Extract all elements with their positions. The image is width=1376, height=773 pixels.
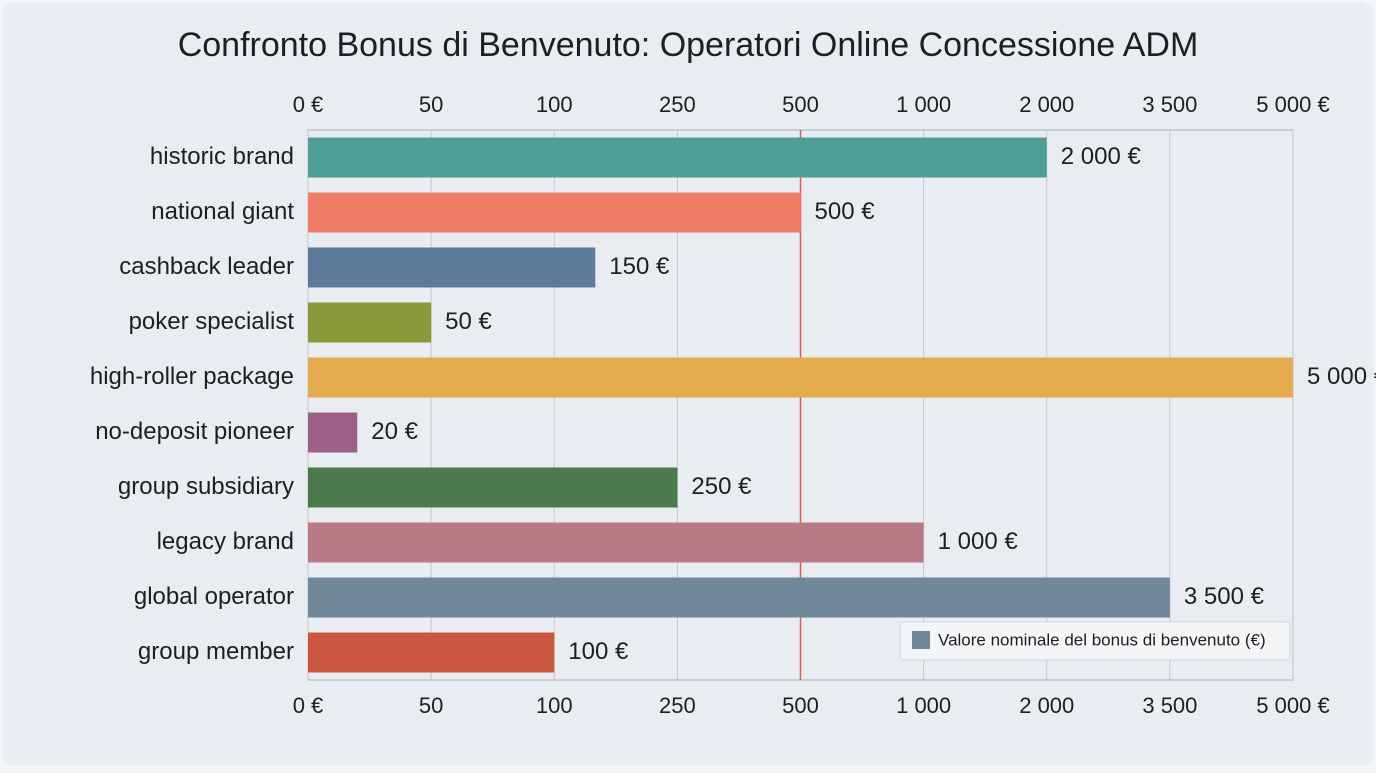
x-tick-label-bottom: 1 000 (896, 693, 951, 718)
x-tick-label-top: 3 500 (1142, 92, 1197, 117)
y-tick-label: group subsidiary (118, 473, 294, 500)
y-tick-label: cashback leader (119, 253, 294, 280)
x-tick-label-bottom: 3 500 (1142, 693, 1197, 718)
x-tick-label-top: 0 € (293, 92, 324, 117)
value-label: 1 000 € (938, 528, 1019, 555)
bar (308, 467, 678, 508)
y-tick-label: high-roller package (90, 363, 294, 390)
legend-label: Valore nominale del bonus di benvenuto (… (938, 630, 1266, 649)
y-tick-label: group member (138, 638, 294, 665)
x-tick-label-top: 500 (782, 92, 819, 117)
value-label: 3 500 € (1184, 583, 1265, 610)
y-tick-label: global operator (134, 583, 294, 610)
value-label: 150 € (609, 253, 670, 280)
bar (308, 412, 358, 453)
legend-swatch (912, 631, 930, 649)
x-tick-label-bottom: 50 (419, 693, 443, 718)
x-tick-label-top: 100 (536, 92, 573, 117)
y-tick-label: historic brand (150, 143, 294, 170)
value-label: 100 € (568, 638, 629, 665)
y-tick-label: legacy brand (157, 528, 294, 555)
bar (308, 632, 555, 673)
x-tick-label-bottom: 250 (659, 693, 696, 718)
x-tick-label-bottom: 100 (536, 693, 573, 718)
x-tick-label-top: 5 000 € (1256, 92, 1329, 117)
value-label: 2 000 € (1061, 143, 1142, 170)
x-tick-label-bottom: 0 € (293, 693, 324, 718)
value-label: 20 € (371, 418, 418, 445)
x-tick-label-top: 50 (419, 92, 443, 117)
bar (308, 577, 1170, 618)
y-tick-label: national giant (151, 198, 294, 225)
x-tick-label-bottom: 500 (782, 693, 819, 718)
x-tick-label-top: 250 (659, 92, 696, 117)
x-tick-label-bottom: 2 000 (1019, 693, 1074, 718)
bar (308, 522, 924, 563)
value-label: 500 € (815, 198, 876, 225)
chart-title: Confronto Bonus di Benvenuto: Operatori … (178, 26, 1199, 64)
x-tick-label-bottom: 5 000 € (1256, 693, 1329, 718)
bar (308, 137, 1047, 178)
bar (308, 192, 801, 233)
bar (308, 302, 432, 343)
y-tick-label: poker specialist (129, 308, 295, 335)
x-tick-label-top: 2 000 (1019, 92, 1074, 117)
y-tick-label: no-deposit pioneer (95, 418, 294, 445)
bar (308, 357, 1293, 398)
x-tick-label-top: 1 000 (896, 92, 951, 117)
value-label: 50 € (445, 308, 492, 335)
value-label: 5 000 € (1307, 363, 1376, 390)
bar (308, 247, 596, 288)
value-label: 250 € (691, 473, 752, 500)
legend-box (899, 621, 1291, 661)
